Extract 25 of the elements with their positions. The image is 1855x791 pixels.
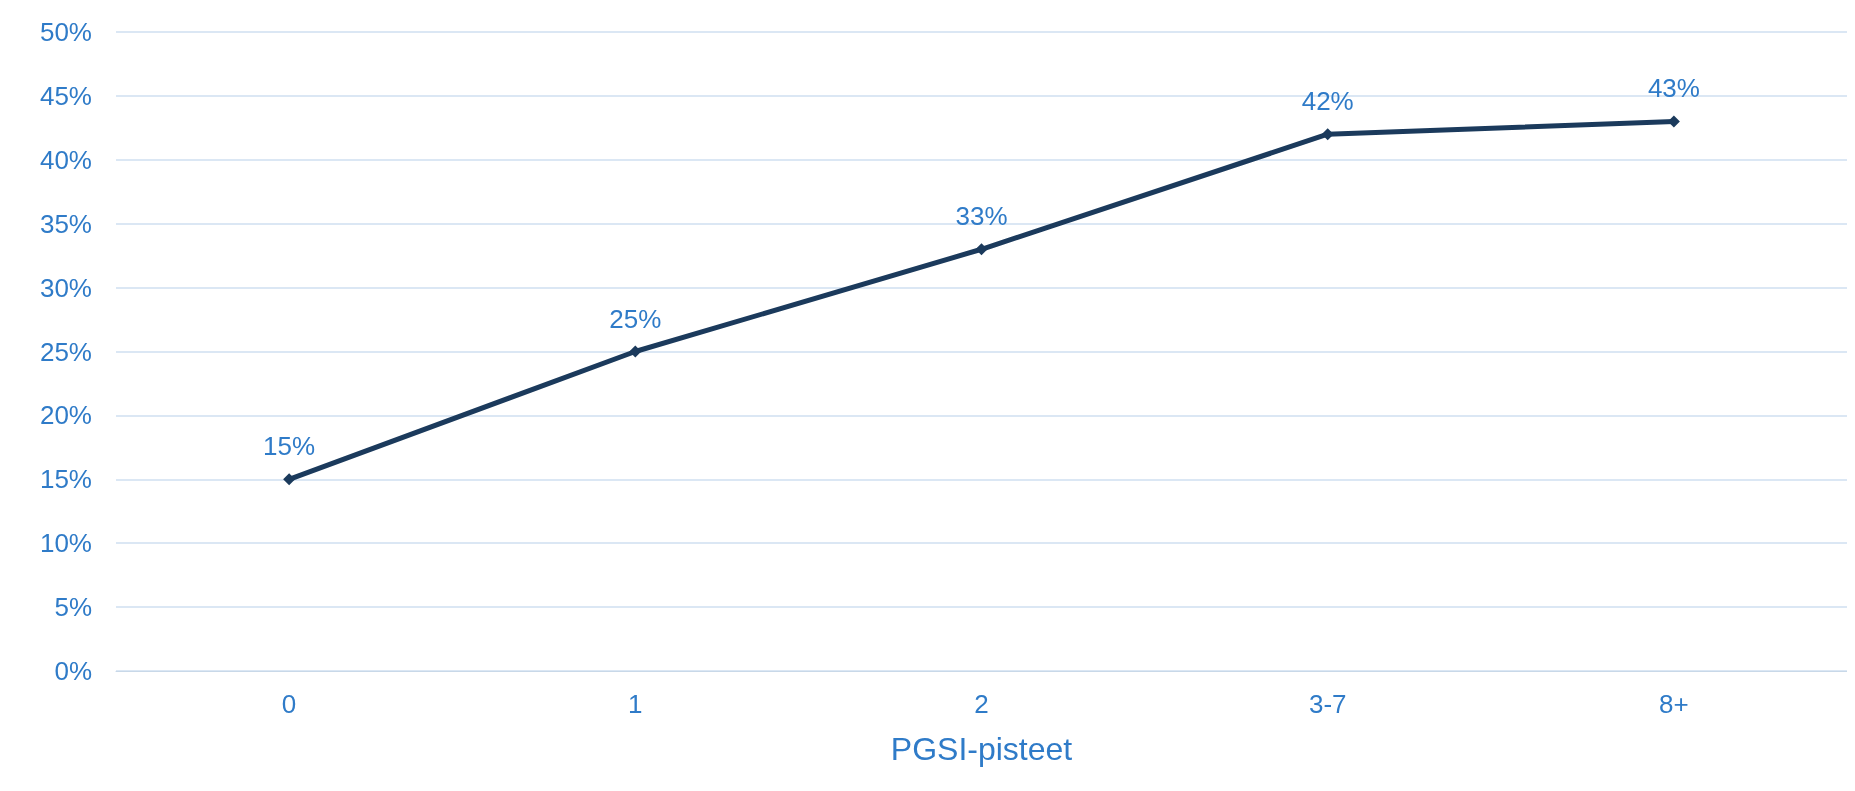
x-tick-label: 0 xyxy=(281,689,297,719)
y-tick-label: 10% xyxy=(39,528,92,559)
y-tick-label: 50% xyxy=(39,17,92,47)
y-tick-label: 5% xyxy=(54,592,92,623)
x-tick-label: 8+ xyxy=(1659,689,1689,719)
y-tick-label: 25% xyxy=(39,336,92,367)
data-label: 43% xyxy=(1647,73,1700,104)
y-tick-label: 45% xyxy=(39,80,92,111)
x-tick-label: 3-7 xyxy=(1308,689,1347,719)
x-tick-label: 1 xyxy=(628,689,643,719)
y-tick-label: 40% xyxy=(39,144,92,175)
data-label: 25% xyxy=(609,303,662,334)
y-tick-label: 0% xyxy=(54,656,92,686)
x-tick-label: 2 xyxy=(974,689,989,719)
point xyxy=(283,473,296,486)
x-axis-title: PGSI-pisteet xyxy=(890,731,1073,767)
data-label: 42% xyxy=(1301,86,1354,117)
y-tick-label: 20% xyxy=(39,400,92,431)
point xyxy=(975,243,988,256)
y-tick-label: 35% xyxy=(39,208,92,239)
y-tick-label: 30% xyxy=(39,272,92,303)
data-label: 33% xyxy=(955,201,1008,232)
data-label: 15% xyxy=(263,431,316,462)
point xyxy=(629,345,642,358)
y-tick-label: 15% xyxy=(39,464,92,495)
